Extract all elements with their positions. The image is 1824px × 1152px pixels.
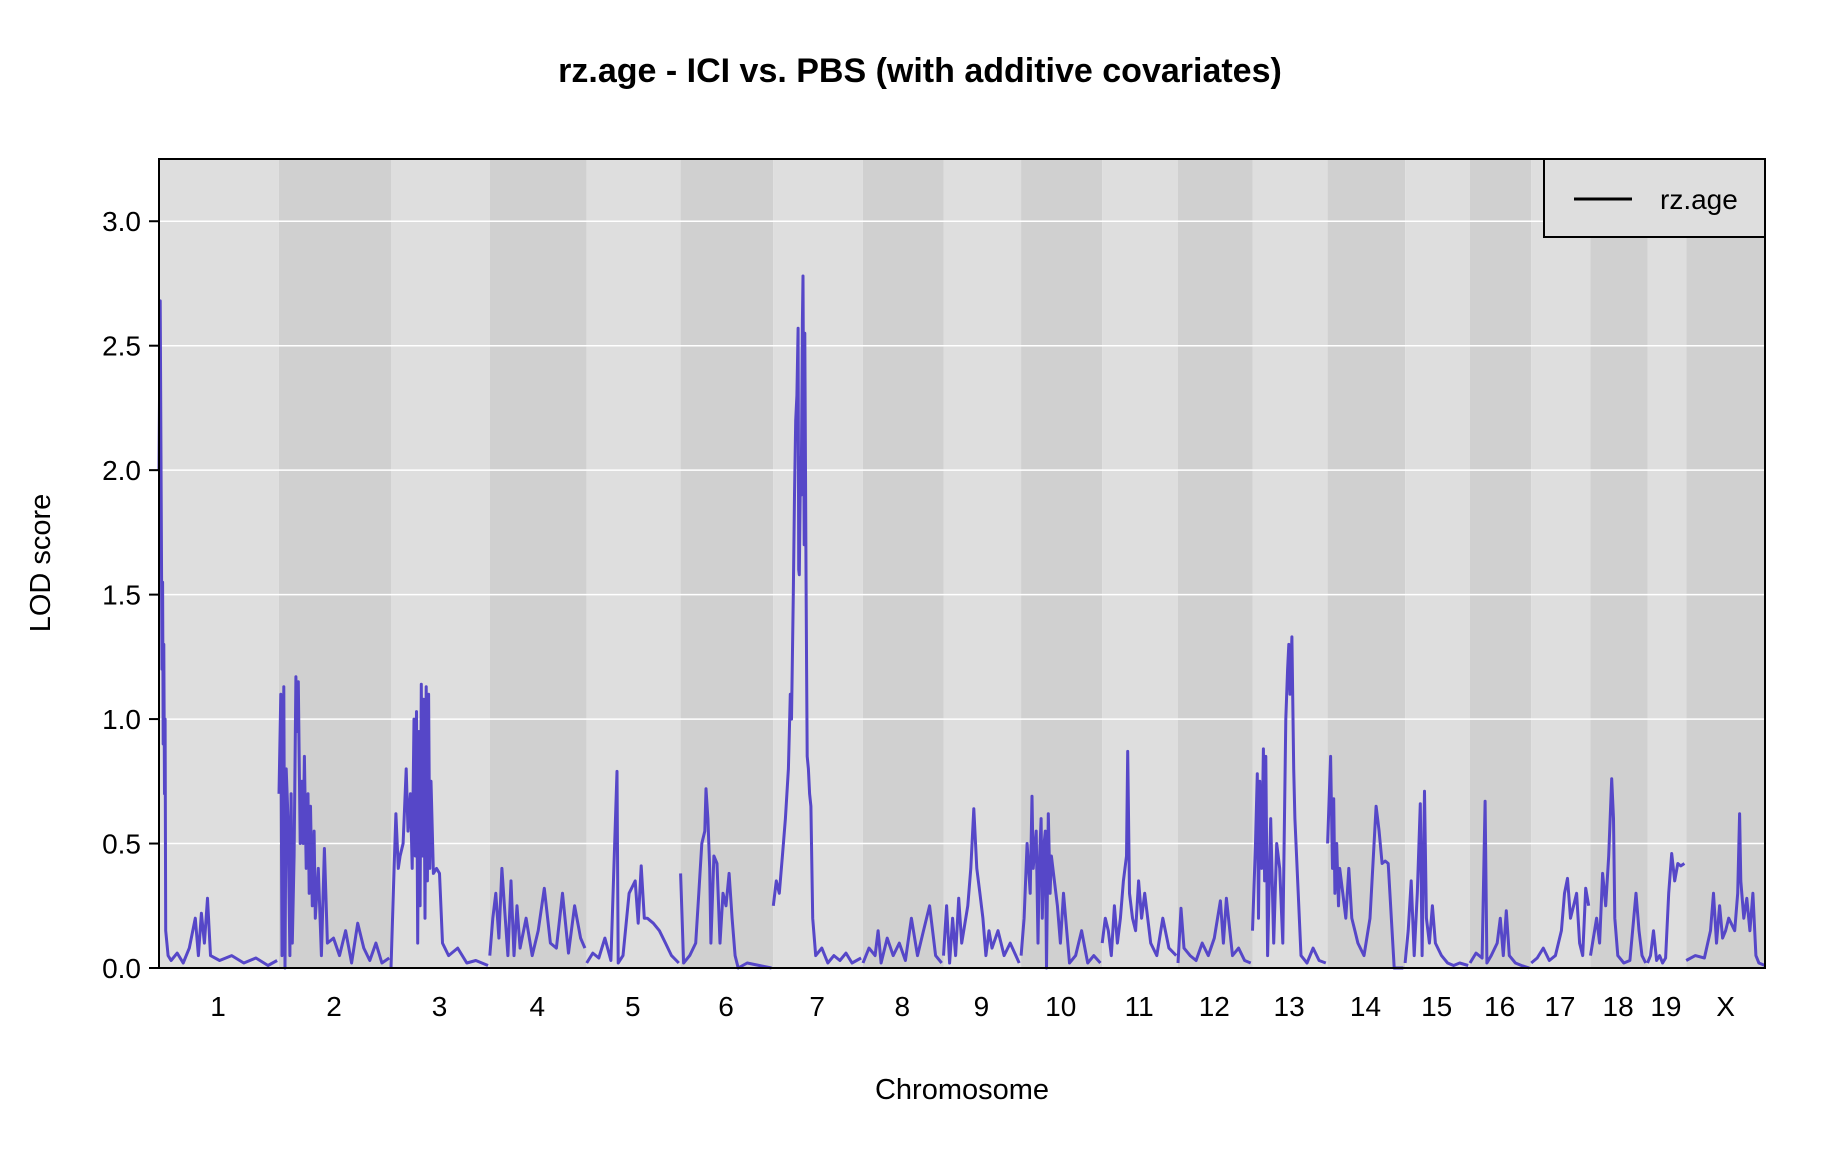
y-tick-label-2.5: 2.5 bbox=[102, 331, 141, 362]
lod-line-chr-4 bbox=[488, 866, 587, 958]
x-tick-label-11: 11 bbox=[1125, 991, 1154, 1022]
lod-line-chr-X bbox=[1685, 812, 1766, 967]
chromosome-band-12 bbox=[1177, 159, 1253, 968]
series-layer bbox=[157, 274, 1766, 970]
x-tick-label-4: 4 bbox=[530, 991, 546, 1022]
y-axis-label: LOD score bbox=[25, 494, 57, 633]
x-tick-label-14: 14 bbox=[1350, 991, 1381, 1022]
legend: rz.age bbox=[1543, 158, 1766, 238]
chromosome-band-18 bbox=[1590, 159, 1648, 968]
chromosome-band-7 bbox=[773, 159, 863, 968]
chromosome-band-17 bbox=[1531, 159, 1591, 968]
chromosome-band-11 bbox=[1102, 159, 1178, 968]
lod-line-chr-7 bbox=[771, 274, 862, 965]
lod-line-chr-8 bbox=[861, 904, 943, 965]
x-tick-label-17: 17 bbox=[1544, 991, 1575, 1022]
chromosome-band-X bbox=[1686, 159, 1765, 968]
y-tick-label-1.0: 1.0 bbox=[102, 704, 141, 735]
chromosome-band-19 bbox=[1647, 159, 1687, 968]
x-tick-label-16: 16 bbox=[1484, 991, 1515, 1022]
lod-line-chr-17 bbox=[1530, 876, 1591, 965]
lod-line-chr-14 bbox=[1326, 754, 1404, 970]
x-tick-label-X: X bbox=[1716, 991, 1735, 1022]
y-axis-ticks: 0.0 0.5 1.0 1.5 2.0 2.5 3.0 bbox=[102, 206, 159, 984]
chromosome-band-2 bbox=[278, 159, 392, 968]
x-tick-label-9: 9 bbox=[974, 991, 990, 1022]
lod-line-chr-11 bbox=[1100, 749, 1178, 958]
lod-line-chr-2 bbox=[277, 675, 391, 970]
x-tick-label-5: 5 bbox=[625, 991, 641, 1022]
chromosome-band-5 bbox=[586, 159, 681, 968]
x-tick-label-6: 6 bbox=[718, 991, 734, 1022]
chromosome-band-1 bbox=[159, 159, 279, 968]
lod-line-chr-15 bbox=[1403, 789, 1469, 967]
chromosome-band-16 bbox=[1469, 159, 1532, 968]
chromosome-band-6 bbox=[680, 159, 774, 968]
x-tick-label-2: 2 bbox=[326, 991, 342, 1022]
x-tick-label-13: 13 bbox=[1274, 991, 1305, 1022]
y-tick-label-2.0: 2.0 bbox=[102, 455, 141, 486]
chromosome-band-3 bbox=[391, 159, 490, 968]
y-tick-label-3.0: 3.0 bbox=[102, 206, 141, 237]
lod-line-chr-1 bbox=[157, 299, 278, 967]
x-tick-label-7: 7 bbox=[809, 991, 825, 1022]
chromosome-band-9 bbox=[943, 159, 1022, 968]
lod-line-chr-6 bbox=[679, 787, 772, 970]
x-tick-label-12: 12 bbox=[1199, 991, 1230, 1022]
x-axis-label: Chromosome bbox=[875, 1074, 1049, 1106]
chromosome-band-4 bbox=[489, 159, 587, 968]
lod-line-chr-3 bbox=[389, 682, 489, 969]
x-tick-label-18: 18 bbox=[1603, 991, 1634, 1022]
chromosome-band-15 bbox=[1405, 159, 1470, 968]
x-tick-label-15: 15 bbox=[1421, 991, 1452, 1022]
lod-line-chr-19 bbox=[1646, 852, 1686, 965]
plot-background bbox=[159, 159, 1765, 968]
lod-line-chr-13 bbox=[1251, 635, 1327, 965]
x-tick-label-1: 1 bbox=[210, 991, 226, 1022]
x-tick-label-3: 3 bbox=[432, 991, 448, 1022]
y-tick-label-0.0: 0.0 bbox=[102, 953, 141, 984]
x-axis-ticks: 1 2 3 4 5 6 7 8 9 10 11 12 13 14 15 16 17 18 19 X bbox=[210, 991, 1735, 1022]
x-tick-label-8: 8 bbox=[895, 991, 911, 1022]
lod-line-chr-12 bbox=[1176, 896, 1252, 965]
y-tick-label-1.5: 1.5 bbox=[102, 580, 141, 611]
lod-line-chr-18 bbox=[1589, 777, 1648, 965]
lod-line-chr-16 bbox=[1468, 799, 1530, 970]
chromosome-band-14 bbox=[1327, 159, 1406, 968]
chromosome-band-8 bbox=[862, 159, 944, 968]
x-tick-label-10: 10 bbox=[1045, 991, 1076, 1022]
y-tick-label-0.5: 0.5 bbox=[102, 829, 141, 860]
chart-title: rz.age - ICI vs. PBS (with additive cova… bbox=[558, 52, 1282, 90]
lod-line-chr-5 bbox=[585, 769, 680, 965]
legend-entry-rz-age: rz.age bbox=[1660, 184, 1738, 215]
plot-frame bbox=[158, 158, 1766, 969]
lod-line-chr-9 bbox=[942, 807, 1021, 965]
x-tick-label-19: 19 bbox=[1650, 991, 1681, 1022]
